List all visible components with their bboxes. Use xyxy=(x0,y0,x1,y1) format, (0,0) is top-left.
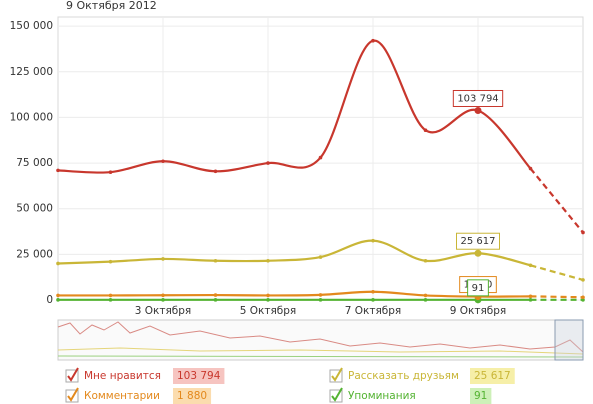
data-point xyxy=(213,258,218,263)
data-point xyxy=(423,258,428,263)
value-label: 103 794 xyxy=(452,89,504,107)
value-label-box xyxy=(452,89,504,107)
data-point xyxy=(161,159,165,164)
value-label-text: 103 794 xyxy=(457,93,498,104)
legend-value-bg xyxy=(470,388,492,404)
data-point xyxy=(318,293,323,297)
value-label: 91 xyxy=(467,279,489,297)
data-point xyxy=(213,298,218,302)
data-point xyxy=(371,38,375,43)
data-point xyxy=(266,161,270,165)
data-point xyxy=(581,295,585,300)
data-point xyxy=(318,155,323,160)
legend-value-bg xyxy=(470,368,515,384)
x-tick-label: 9 Октября xyxy=(450,305,507,317)
legend-value: 91 xyxy=(470,388,492,404)
data-point xyxy=(528,166,533,171)
forecast-line xyxy=(530,264,584,281)
legend-value: 1 880 xyxy=(173,388,212,404)
data-point xyxy=(108,259,113,264)
legend-value-text: 1 880 xyxy=(177,390,207,402)
data-point xyxy=(266,298,270,302)
legend-value-bg xyxy=(173,388,212,404)
value-label-text: 25 617 xyxy=(461,236,496,247)
value-label-box xyxy=(467,279,489,297)
data-point xyxy=(371,289,375,294)
value-label-box xyxy=(456,232,500,250)
legend-check xyxy=(331,387,343,402)
data-point xyxy=(581,278,585,282)
legend-label: Упоминания xyxy=(348,390,416,402)
y-tick-label: 75 000 xyxy=(16,157,53,169)
data-point xyxy=(108,293,113,298)
legend-label: Рассказать друзьям xyxy=(348,370,459,382)
data-point xyxy=(108,170,113,174)
value-label-text: 91 xyxy=(472,283,485,294)
chart-title: 9 Октября 2012 xyxy=(66,0,157,12)
legend-label: Мне нравится xyxy=(84,370,161,382)
forecast-line xyxy=(529,167,584,234)
y-tick-label: 150 000 xyxy=(10,20,53,32)
legend-check xyxy=(67,387,79,402)
data-point xyxy=(318,255,323,259)
x-tick-label: 5 Октября xyxy=(240,305,297,317)
y-tick-label: 50 000 xyxy=(16,203,53,215)
legend-value-text: 25 617 xyxy=(474,370,511,382)
data-point xyxy=(423,128,428,132)
data-point xyxy=(371,298,375,302)
data-point xyxy=(318,298,323,302)
data-point xyxy=(213,293,218,297)
data-point xyxy=(423,293,428,298)
data-point xyxy=(581,298,585,302)
y-tick-label: 25 000 xyxy=(16,248,53,260)
legend-value-bg xyxy=(173,368,225,384)
data-point xyxy=(161,298,165,302)
legend-check xyxy=(67,367,79,382)
legend-check xyxy=(331,367,343,382)
y-tick-label: 100 000 xyxy=(10,111,53,123)
data-point xyxy=(528,294,533,299)
data-point xyxy=(528,298,533,302)
legend-value-text: 103 794 xyxy=(177,370,221,382)
data-point xyxy=(213,169,218,174)
legend-value: 25 617 xyxy=(470,368,515,384)
data-point xyxy=(56,261,60,266)
data-point xyxy=(56,168,60,173)
data-point xyxy=(161,257,165,261)
data-point xyxy=(474,106,482,114)
y-tick-label: 0 xyxy=(46,294,53,306)
data-point xyxy=(528,263,533,268)
legend-value: 103 794 xyxy=(173,368,225,384)
value-label: 25 617 xyxy=(456,232,500,250)
data-point xyxy=(581,230,585,235)
series-line xyxy=(57,290,531,298)
x-tick-label: 7 Октября xyxy=(345,305,402,317)
x-tick-label: 3 Октября xyxy=(135,305,192,317)
data-point xyxy=(266,293,270,298)
forecast-line xyxy=(530,295,584,299)
data-point xyxy=(56,293,60,298)
data-point xyxy=(108,298,113,302)
data-point xyxy=(161,293,165,298)
series-line xyxy=(57,239,531,267)
legend-value-text: 91 xyxy=(474,390,487,402)
data-point xyxy=(266,258,270,263)
data-point xyxy=(423,298,428,302)
data-point xyxy=(371,238,375,243)
y-tick-label: 125 000 xyxy=(10,66,53,78)
legend-label: Комментарии xyxy=(84,390,160,402)
data-point xyxy=(474,249,482,257)
data-point xyxy=(56,298,60,302)
overview xyxy=(57,319,584,361)
